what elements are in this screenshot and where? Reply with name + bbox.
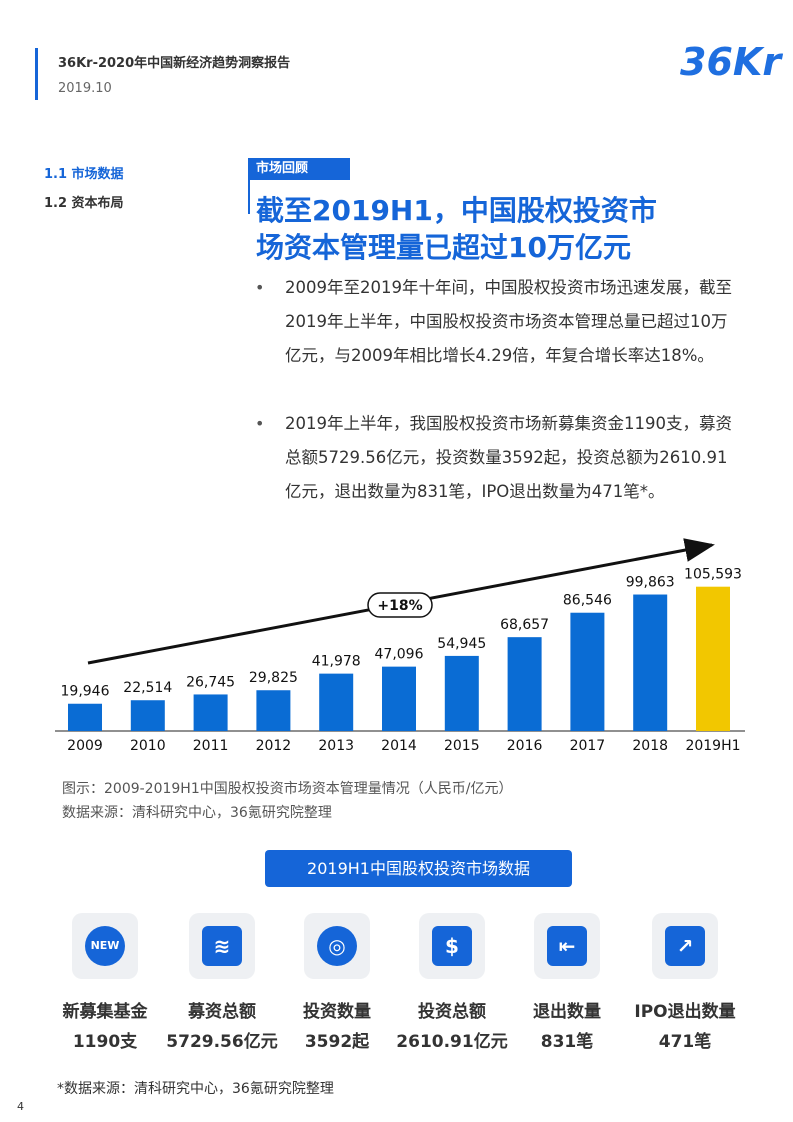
value-label: 19,946 <box>61 684 110 700</box>
chart-caption: 图示：2009-2019H1中国股权投资市场资本管理量情况（人民币/亿元） <box>62 781 513 797</box>
bar <box>507 637 542 731</box>
bar <box>570 612 605 731</box>
value-label: 105,593 <box>684 567 742 583</box>
annotation-box <box>367 592 433 618</box>
x-tick-label: 2015 <box>444 738 480 754</box>
value-label: 22,514 <box>123 680 172 696</box>
tag-line <box>248 180 250 214</box>
stats-title: 2019H1中国股权投资市场数据 <box>265 850 572 887</box>
stat-icon: ≋ <box>189 913 255 979</box>
logo: 36Kr <box>680 40 782 84</box>
report-title: 36Kr-2020年中国新经济趋势洞察报告 <box>58 56 291 71</box>
stat-value: 831笔 <box>540 1032 594 1052</box>
stat-label: 投资数量 <box>303 1002 371 1022</box>
bar <box>382 666 416 731</box>
value-label: 47,096 <box>375 647 424 663</box>
heading-line: 截至2019H1，中国股权投资市 <box>256 194 657 227</box>
bar <box>130 700 165 731</box>
x-tick-label: 2016 <box>507 738 543 754</box>
bullet: • <box>255 414 265 433</box>
value-label: 99,863 <box>626 575 675 591</box>
bullet-text: 2009年至2019年十年间，中国股权投资市场迅速发展，截至2019年上半年，中… <box>285 278 732 365</box>
x-tick-label: 2017 <box>570 738 606 754</box>
value-label: 29,825 <box>249 670 298 686</box>
footnote: *数据来源：清科研究中心，36氪研究院整理 <box>57 1081 334 1097</box>
stat-icon: $ <box>419 913 485 979</box>
value-label: 41,978 <box>312 654 361 670</box>
x-tick-label: 2009 <box>67 738 103 754</box>
nav-item[interactable]: 1.2 资本布局 <box>44 196 124 211</box>
bar <box>68 703 102 731</box>
x-tick-label: 2018 <box>632 738 668 754</box>
bar <box>444 655 479 731</box>
x-tick-label: 2013 <box>318 738 354 754</box>
annotation: +18% <box>377 598 422 614</box>
heading-line: 场资本管理量已超过10万亿元 <box>256 231 631 264</box>
bar <box>256 690 291 731</box>
bullet: • <box>255 278 265 297</box>
stat-icon: ◎ <box>304 913 370 979</box>
x-tick-label: 2010 <box>130 738 166 754</box>
bar <box>319 673 354 731</box>
stat-label: 投资总额 <box>418 1002 486 1022</box>
stat-value: 1190支 <box>72 1032 138 1052</box>
bar <box>193 694 228 731</box>
x-tick-label: 2012 <box>256 738 292 754</box>
stat-icon: NEW <box>72 913 138 979</box>
stat-icon: ⇤ <box>534 913 600 979</box>
x-tick-label: 2019H1 <box>685 738 740 754</box>
report-date: 2019.10 <box>58 81 112 96</box>
bar <box>696 586 730 731</box>
stat-label: 新募集基金 <box>62 1002 148 1022</box>
value-label: 68,657 <box>500 617 549 633</box>
value-label: 26,745 <box>186 674 235 690</box>
x-tick-label: 2011 <box>193 738 229 754</box>
stat-value: 2610.91亿元 <box>396 1032 508 1052</box>
bullet-text: 2019年上半年，我国股权投资市场新募集资金1190支，募资总额5729.56亿… <box>285 414 732 501</box>
nav-item[interactable]: 1.1 市场数据 <box>44 167 124 182</box>
chart-source: 数据来源：清科研究中心，36氪研究院整理 <box>62 805 332 821</box>
section-tag: 市场回顾 <box>248 158 350 180</box>
stat-value: 3592起 <box>304 1032 370 1052</box>
accent-bar <box>35 48 38 100</box>
stat-label: 退出数量 <box>533 1002 601 1022</box>
page-number: 4 <box>17 1100 24 1113</box>
stat-value: 5729.56亿元 <box>166 1032 278 1052</box>
stat-label: IPO退出数量 <box>634 1002 736 1022</box>
value-label: 54,945 <box>437 636 486 652</box>
bar <box>633 594 668 731</box>
stat-icon: ↗ <box>652 913 718 979</box>
value-label: 86,546 <box>563 593 612 609</box>
x-tick-label: 2014 <box>381 738 417 754</box>
chart: +18% 19,946 2009 22,514 2010 26,745 2011 29,82… <box>55 538 745 754</box>
stat-label: 募资总额 <box>188 1002 256 1022</box>
stat-value: 471笔 <box>658 1032 712 1052</box>
